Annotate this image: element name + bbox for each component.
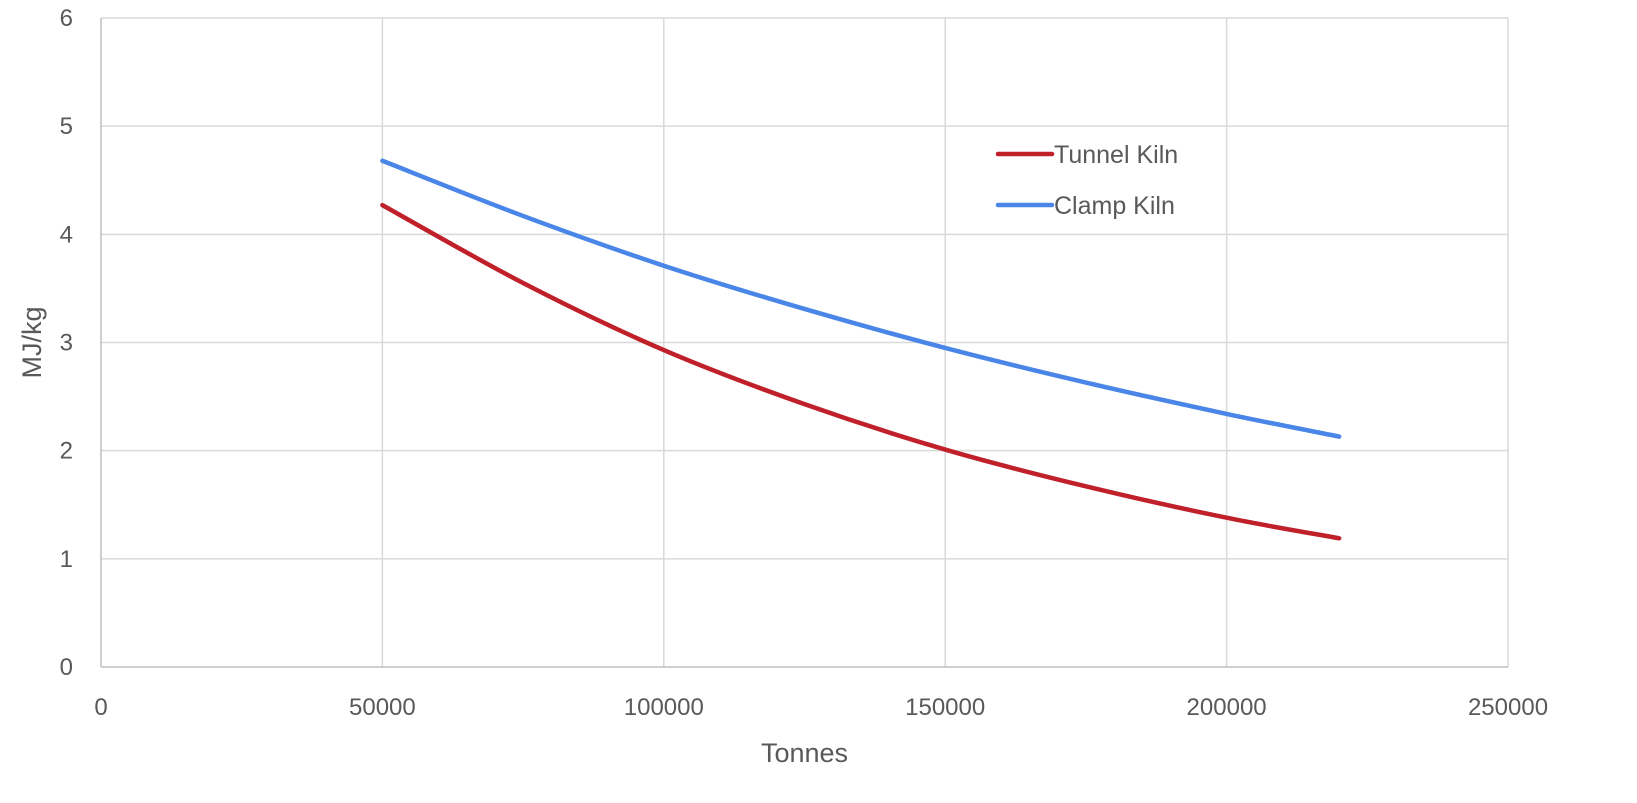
series-line-tunnel-kiln — [380, 202, 1342, 541]
legend-label: Clamp Kiln — [1054, 192, 1175, 220]
legend-label: Tunnel Kiln — [1054, 141, 1178, 169]
y-tick-label: 3 — [60, 330, 73, 357]
series-lines — [380, 158, 1342, 541]
y-tick-label: 4 — [60, 221, 73, 248]
legend-item-tunnel-kiln: Tunnel Kiln — [995, 141, 1178, 169]
y-tick-label: 2 — [60, 438, 73, 465]
y-axis-title: MJ/kg — [17, 306, 47, 378]
axes: 0 1 2 3 4 5 6 0 50000 100000 150000 200000 250000 — [60, 5, 1548, 721]
legend: Tunnel Kiln Clamp Kiln — [995, 141, 1178, 220]
series-line-clamp-kiln — [380, 158, 1342, 439]
y-tick-label: 1 — [60, 546, 73, 573]
y-tick-label: 0 — [60, 654, 73, 681]
x-tick-label: 100000 — [624, 694, 704, 721]
x-tick-label: 150000 — [905, 694, 985, 721]
y-tick-label: 5 — [60, 113, 73, 140]
legend-item-clamp-kiln: Clamp Kiln — [995, 192, 1175, 220]
x-tick-label: 50000 — [349, 694, 416, 721]
x-axis-title: Tonnes — [761, 738, 848, 768]
x-tick-label: 250000 — [1468, 694, 1548, 721]
y-tick-label: 6 — [60, 5, 73, 32]
gridlines — [101, 17, 1509, 667]
x-tick-label: 200000 — [1187, 694, 1267, 721]
x-tick-label: 0 — [94, 694, 107, 721]
